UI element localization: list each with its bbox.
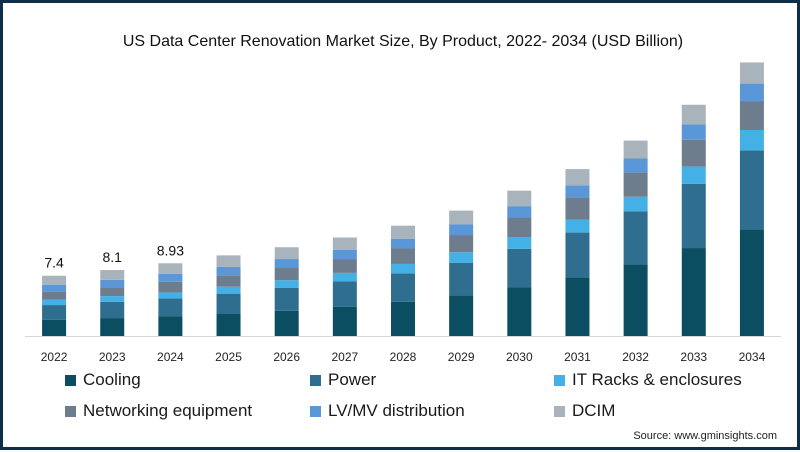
- bar-2028-cooling: [391, 301, 415, 336]
- bar-2033-dcim: [681, 104, 706, 125]
- bar-2022-cooling: [42, 319, 67, 336]
- bar-2025-power: [216, 293, 241, 315]
- bar-2029-dcim: [449, 210, 474, 225]
- bar-2023-power: [100, 301, 125, 319]
- bar-2023-it-racks-enclosures: [100, 296, 125, 302]
- bar-2030-lv-mv-distribution: [507, 206, 532, 218]
- bar-2022-it-racks-enclosures: [42, 299, 67, 306]
- bar-2031-dcim: [565, 169, 590, 186]
- bar-2026-power: [274, 287, 299, 311]
- bar-2028-lv-mv-distribution: [391, 238, 415, 249]
- bar-2025-networking-equipment: [216, 275, 241, 287]
- bar-2027-networking-equipment: [332, 259, 357, 273]
- source-note: Source: www.gminsights.com: [633, 430, 777, 442]
- bar-2026-dcim: [274, 247, 299, 260]
- bar-2027-it-racks-enclosures: [332, 272, 357, 282]
- bar-2034-cooling: [739, 229, 764, 336]
- bar-2023-dcim: [100, 270, 125, 280]
- x-tick-label-2034: 2034: [739, 350, 766, 364]
- bar-2029-power: [449, 262, 474, 296]
- bar-2033-it-racks-enclosures: [681, 166, 706, 184]
- bar-2030-it-racks-enclosures: [507, 237, 532, 249]
- x-tick-label-2031: 2031: [564, 350, 591, 364]
- bar-2024-it-racks-enclosures: [158, 292, 183, 299]
- bar-2027-lv-mv-distribution: [332, 249, 357, 260]
- bar-2031-power: [565, 232, 590, 278]
- bar-2024-power: [158, 298, 183, 317]
- x-tick-label-2024: 2024: [157, 350, 184, 364]
- bar-2027-cooling: [332, 306, 357, 336]
- bar-2025-dcim: [216, 255, 241, 267]
- bar-2029-networking-equipment: [449, 235, 474, 253]
- bar-2034-lv-mv-distribution: [739, 83, 764, 102]
- bar-2023-networking-equipment: [100, 287, 125, 297]
- bar-2029-it-racks-enclosures: [449, 252, 474, 263]
- x-tick-label-2030: 2030: [506, 350, 533, 364]
- x-tick-label-2032: 2032: [622, 350, 649, 364]
- bar-2032-power: [623, 211, 648, 265]
- bar-2023-lv-mv-distribution: [100, 279, 125, 288]
- bar-2031-lv-mv-distribution: [565, 185, 590, 198]
- bar-2032-networking-equipment: [623, 172, 648, 197]
- data-label-2024: 8.93: [157, 242, 184, 258]
- bar-2033-lv-mv-distribution: [681, 124, 706, 140]
- bar-2031-cooling: [565, 277, 590, 336]
- data-label-2023: 8.1: [102, 249, 122, 265]
- bar-2025-it-racks-enclosures: [216, 286, 241, 294]
- bar-2030-cooling: [507, 287, 532, 336]
- bar-2029-cooling: [449, 295, 474, 336]
- x-tick-label-2029: 2029: [448, 350, 475, 364]
- bar-2034-it-racks-enclosures: [739, 130, 764, 151]
- x-tick-label-2022: 2022: [41, 350, 68, 364]
- bar-2027-dcim: [332, 237, 357, 250]
- bar-2024-dcim: [158, 263, 183, 274]
- x-tick-label-2026: 2026: [273, 350, 300, 364]
- bar-2024-networking-equipment: [158, 281, 183, 293]
- bar-2033-networking-equipment: [681, 139, 706, 167]
- bar-2023-cooling: [100, 318, 125, 336]
- chart-title: US Data Center Renovation Market Size, B…: [122, 33, 684, 50]
- bar-2030-dcim: [507, 190, 532, 207]
- bar-2026-cooling: [274, 310, 299, 336]
- bar-2033-cooling: [681, 248, 706, 336]
- bar-2026-lv-mv-distribution: [274, 259, 299, 269]
- x-tick-label-2033: 2033: [680, 350, 707, 364]
- stacked-bar-chart: 2022 2023 2024 2025 2026 2027 2028 2029 2030 2031…: [25, 62, 781, 364]
- bar-2032-cooling: [623, 264, 648, 336]
- bar-2028-power: [391, 273, 415, 302]
- bar-2030-networking-equipment: [507, 217, 532, 238]
- bar-2030-power: [507, 248, 532, 288]
- bar-2031-networking-equipment: [565, 197, 590, 220]
- bar-2025-cooling: [216, 314, 241, 336]
- bar-2022-networking-equipment: [42, 291, 67, 300]
- bar-2031-it-racks-enclosures: [565, 219, 590, 233]
- bar-2034-networking-equipment: [739, 101, 764, 131]
- bar-2025-lv-mv-distribution: [216, 266, 241, 276]
- bar-2027-power: [332, 281, 357, 307]
- bar-2028-networking-equipment: [391, 248, 415, 264]
- x-tick-label-2028: 2028: [390, 350, 417, 364]
- x-tick-label-2027: 2027: [331, 350, 358, 364]
- bar-2026-networking-equipment: [274, 268, 299, 281]
- bar-2034-power: [739, 150, 764, 230]
- bar-2024-lv-mv-distribution: [158, 273, 183, 282]
- bar-2033-power: [681, 183, 706, 249]
- bar-2026-it-racks-enclosures: [274, 280, 299, 288]
- bar-2022-power: [42, 305, 67, 320]
- x-tick-label-2023: 2023: [99, 350, 126, 364]
- bar-2032-dcim: [623, 140, 648, 159]
- data-label-2022: 7.4: [44, 255, 64, 271]
- bar-2022-lv-mv-distribution: [42, 284, 67, 292]
- x-tick-label-2025: 2025: [215, 350, 242, 364]
- bar-2029-lv-mv-distribution: [449, 224, 474, 236]
- bar-2034-dcim: [739, 62, 764, 84]
- bar-2032-it-racks-enclosures: [623, 196, 648, 212]
- bar-2028-it-racks-enclosures: [391, 263, 415, 274]
- bar-2022-dcim: [42, 275, 67, 285]
- bar-2028-dcim: [391, 225, 415, 239]
- bar-2032-lv-mv-distribution: [623, 158, 648, 173]
- bar-2024-cooling: [158, 316, 183, 336]
